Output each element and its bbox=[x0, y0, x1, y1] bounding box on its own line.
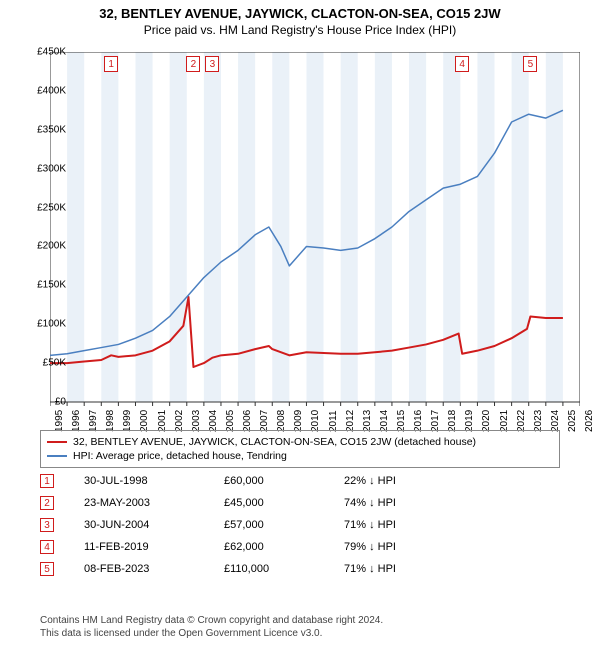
x-tick-label: 2002 bbox=[174, 410, 185, 432]
chart-marker: 5 bbox=[523, 56, 537, 72]
event-delta: 71% ↓ HPI bbox=[344, 519, 444, 531]
event-row: 5 08-FEB-2023£110,00071% ↓ HPI bbox=[40, 558, 444, 580]
x-tick-label: 2017 bbox=[430, 410, 441, 432]
event-marker: 5 bbox=[40, 562, 54, 576]
event-row: 2 23-MAY-2003£45,00074% ↓ HPI bbox=[40, 492, 444, 514]
event-price: £57,000 bbox=[224, 519, 344, 531]
x-tick-label: 1999 bbox=[122, 410, 133, 432]
x-tick-label: 2014 bbox=[379, 410, 390, 432]
event-date: 11-FEB-2019 bbox=[84, 541, 224, 553]
x-tick-label: 2009 bbox=[293, 410, 304, 432]
y-tick-label: £0 bbox=[55, 397, 66, 408]
chart-area bbox=[50, 52, 580, 422]
x-tick-label: 2020 bbox=[481, 410, 492, 432]
event-marker: 3 bbox=[40, 518, 54, 532]
x-tick-label: 2022 bbox=[516, 410, 527, 432]
chart-subtitle: Price paid vs. HM Land Registry's House … bbox=[0, 21, 600, 37]
chart-container: 32, BENTLEY AVENUE, JAYWICK, CLACTON-ON-… bbox=[0, 0, 600, 650]
x-tick-label: 2015 bbox=[396, 410, 407, 432]
event-row: 4 11-FEB-2019£62,00079% ↓ HPI bbox=[40, 536, 444, 558]
event-row: 3 30-JUN-2004£57,00071% ↓ HPI bbox=[40, 514, 444, 536]
x-tick-label: 2001 bbox=[157, 410, 168, 432]
x-tick-label: 2000 bbox=[139, 410, 150, 432]
footnote: Contains HM Land Registry data © Crown c… bbox=[40, 614, 383, 640]
x-tick-label: 2026 bbox=[584, 410, 595, 432]
x-tick-label: 2010 bbox=[310, 410, 321, 432]
event-delta: 22% ↓ HPI bbox=[344, 475, 444, 487]
x-tick-label: 2023 bbox=[533, 410, 544, 432]
event-price: £110,000 bbox=[224, 563, 344, 575]
chart-title: 32, BENTLEY AVENUE, JAYWICK, CLACTON-ON-… bbox=[0, 0, 600, 21]
event-date: 08-FEB-2023 bbox=[84, 563, 224, 575]
x-tick-label: 1995 bbox=[54, 410, 65, 432]
x-tick-label: 2004 bbox=[208, 410, 219, 432]
y-tick-label: £50K bbox=[43, 358, 66, 369]
x-tick-label: 2019 bbox=[464, 410, 475, 432]
x-tick-label: 2025 bbox=[567, 410, 578, 432]
chart-marker: 2 bbox=[186, 56, 200, 72]
y-tick-label: £250K bbox=[37, 202, 66, 213]
event-marker: 2 bbox=[40, 496, 54, 510]
legend-item: 32, BENTLEY AVENUE, JAYWICK, CLACTON-ON-… bbox=[47, 435, 553, 449]
x-tick-label: 2007 bbox=[259, 410, 270, 432]
x-tick-label: 1996 bbox=[71, 410, 82, 432]
legend-swatch bbox=[47, 441, 67, 443]
x-tick-label: 2013 bbox=[362, 410, 373, 432]
y-tick-label: £300K bbox=[37, 163, 66, 174]
event-price: £60,000 bbox=[224, 475, 344, 487]
x-tick-label: 2018 bbox=[447, 410, 458, 432]
legend-label: HPI: Average price, detached house, Tend… bbox=[73, 449, 287, 463]
x-tick-label: 2016 bbox=[413, 410, 424, 432]
event-table: 1 30-JUL-1998£60,00022% ↓ HPI 2 23-MAY-2003… bbox=[40, 470, 444, 580]
chart-marker: 3 bbox=[205, 56, 219, 72]
y-tick-label: £400K bbox=[37, 85, 66, 96]
event-row: 1 30-JUL-1998£60,00022% ↓ HPI bbox=[40, 470, 444, 492]
chart-marker: 4 bbox=[455, 56, 469, 72]
x-tick-label: 1997 bbox=[88, 410, 99, 432]
x-tick-label: 2011 bbox=[328, 410, 339, 432]
event-marker: 4 bbox=[40, 540, 54, 554]
x-tick-label: 2024 bbox=[550, 410, 561, 432]
event-delta: 79% ↓ HPI bbox=[344, 541, 444, 553]
event-price: £62,000 bbox=[224, 541, 344, 553]
x-tick-label: 2012 bbox=[345, 410, 356, 432]
x-tick-label: 2021 bbox=[499, 410, 510, 432]
y-tick-label: £200K bbox=[37, 241, 66, 252]
legend-swatch bbox=[47, 455, 67, 457]
legend-item: HPI: Average price, detached house, Tend… bbox=[47, 449, 553, 463]
chart-svg bbox=[50, 52, 580, 422]
y-tick-label: £150K bbox=[37, 280, 66, 291]
y-tick-label: £450K bbox=[37, 47, 66, 58]
y-tick-label: £100K bbox=[37, 319, 66, 330]
chart-marker: 1 bbox=[104, 56, 118, 72]
event-price: £45,000 bbox=[224, 497, 344, 509]
legend: 32, BENTLEY AVENUE, JAYWICK, CLACTON-ON-… bbox=[40, 430, 560, 468]
event-delta: 74% ↓ HPI bbox=[344, 497, 444, 509]
event-delta: 71% ↓ HPI bbox=[344, 563, 444, 575]
event-marker: 1 bbox=[40, 474, 54, 488]
x-tick-label: 2008 bbox=[276, 410, 287, 432]
y-tick-label: £350K bbox=[37, 124, 66, 135]
event-date: 30-JUL-1998 bbox=[84, 475, 224, 487]
x-tick-label: 2003 bbox=[191, 410, 202, 432]
event-date: 23-MAY-2003 bbox=[84, 497, 224, 509]
x-tick-label: 1998 bbox=[105, 410, 116, 432]
footnote-line: Contains HM Land Registry data © Crown c… bbox=[40, 614, 383, 627]
x-tick-label: 2006 bbox=[242, 410, 253, 432]
x-tick-label: 2005 bbox=[225, 410, 236, 432]
footnote-line: This data is licensed under the Open Gov… bbox=[40, 627, 383, 640]
legend-label: 32, BENTLEY AVENUE, JAYWICK, CLACTON-ON-… bbox=[73, 435, 476, 449]
event-date: 30-JUN-2004 bbox=[84, 519, 224, 531]
